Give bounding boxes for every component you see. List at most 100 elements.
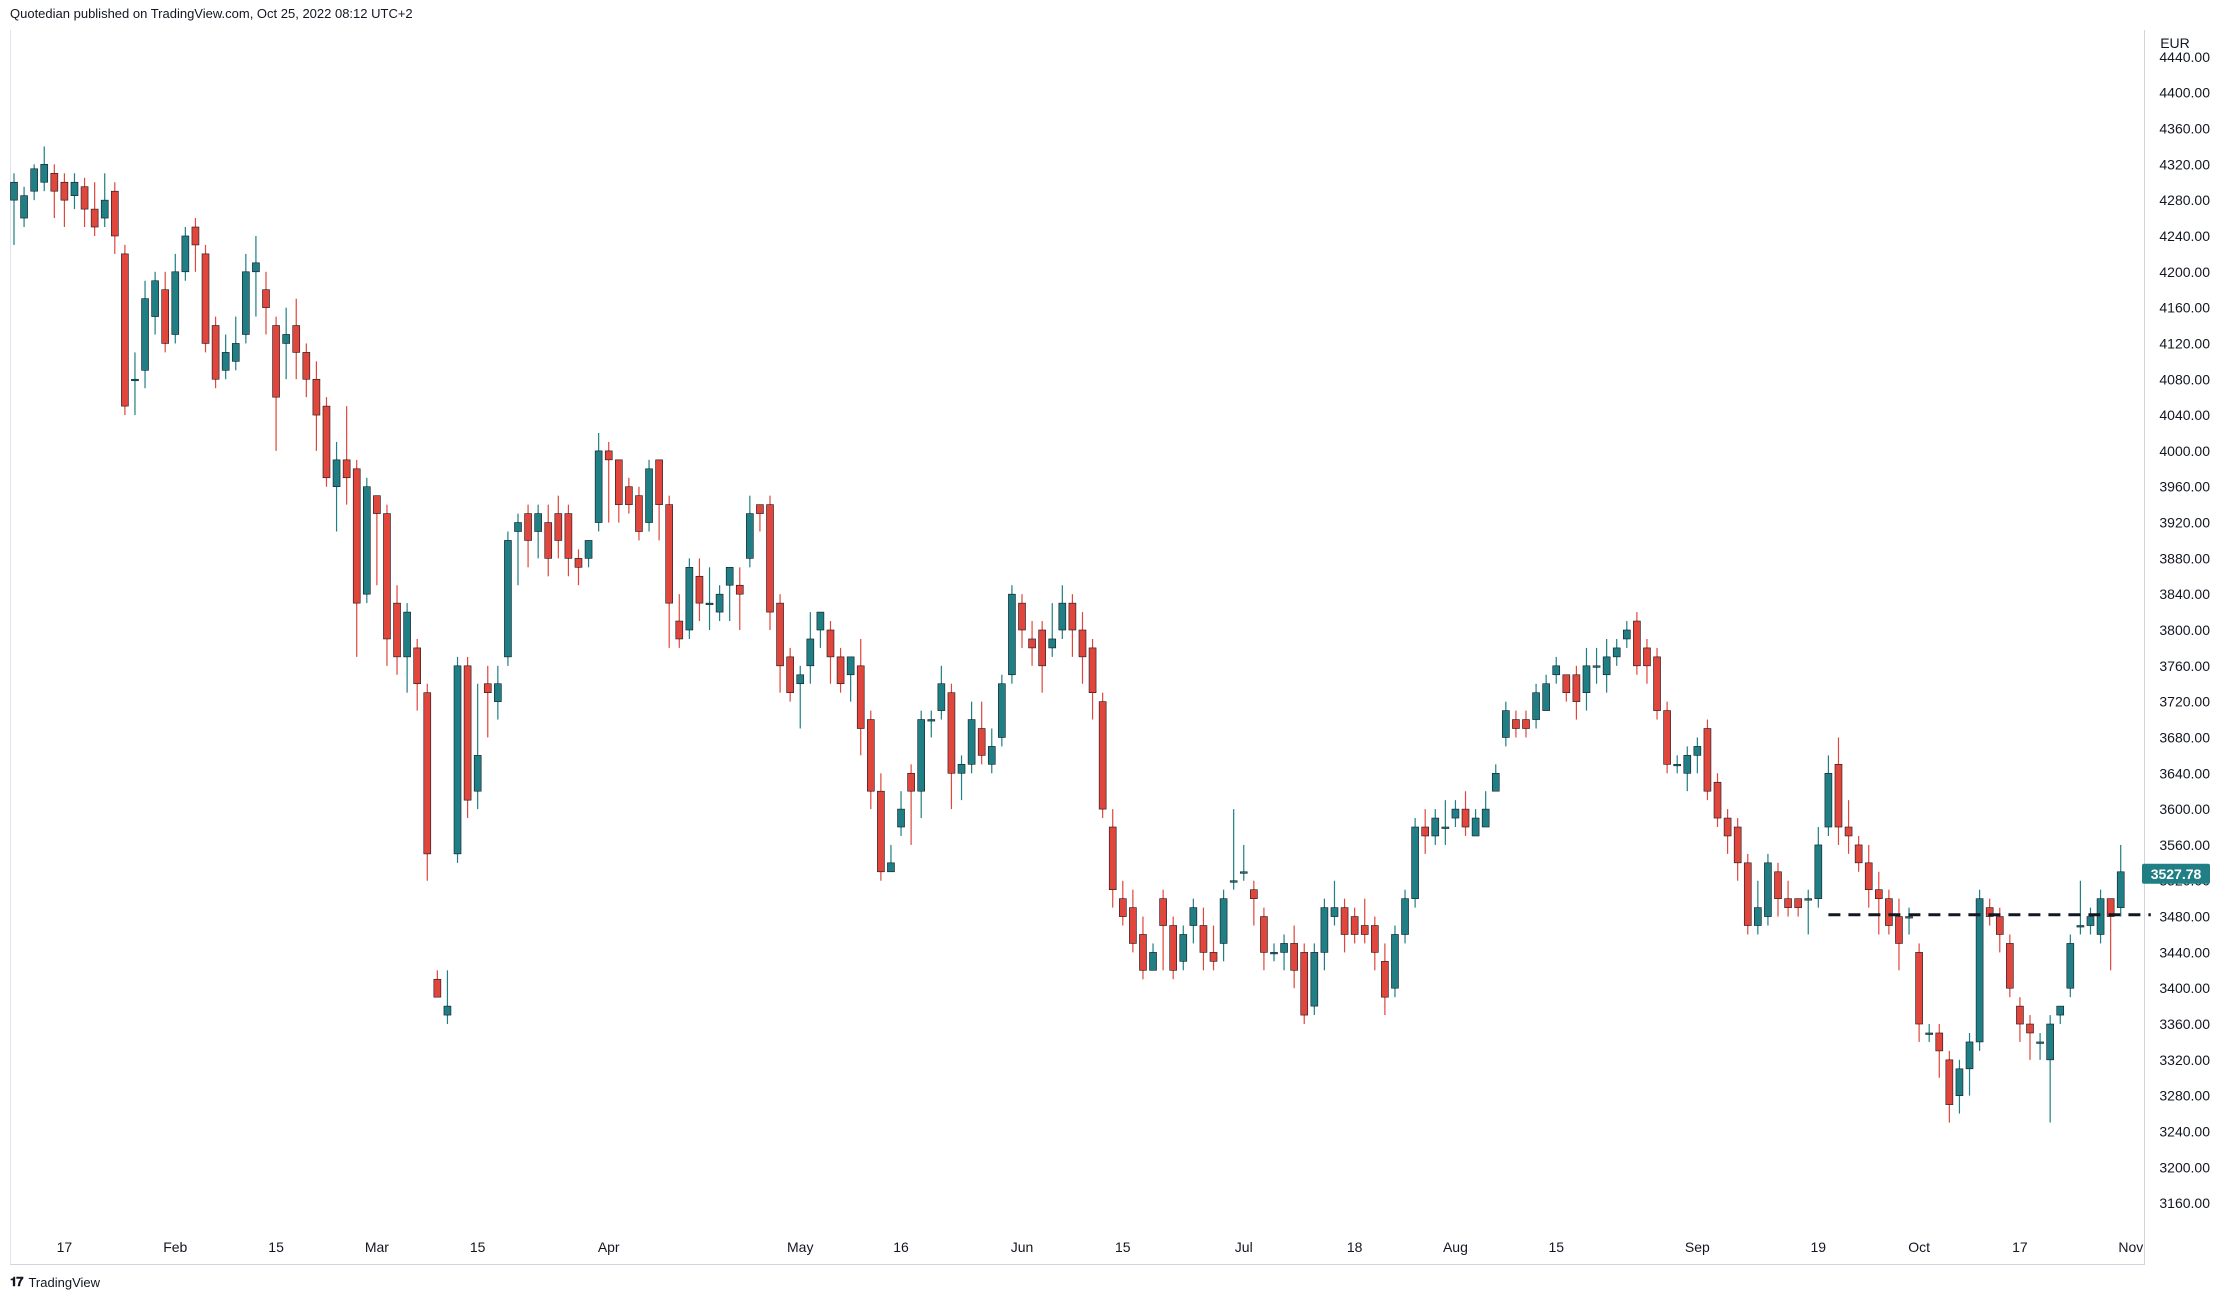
- candle-body: [1078, 629, 1087, 658]
- price-tick-label: 4160.00: [2159, 300, 2210, 316]
- candle-body: [746, 513, 754, 559]
- candle-body: [987, 746, 996, 765]
- candle: [1844, 800, 1853, 854]
- candle: [746, 495, 754, 568]
- candle-body: [1491, 772, 1500, 792]
- candle: [695, 558, 704, 622]
- candle: [70, 173, 79, 210]
- candle: [111, 182, 119, 254]
- candle: [645, 459, 653, 532]
- candle: [1129, 889, 1137, 953]
- candle-body: [1108, 826, 1117, 891]
- candle: [1572, 665, 1581, 720]
- time-tick-label: 17: [57, 1239, 73, 1255]
- candle: [1885, 889, 1893, 935]
- candle-body: [1411, 826, 1419, 899]
- candle-body: [1320, 907, 1329, 953]
- price-tick-label: 3400.00: [2159, 980, 2210, 996]
- candle: [1975, 889, 1984, 1051]
- candle: [201, 244, 210, 353]
- time-tick-label: 18: [1347, 1239, 1363, 1255]
- candle-body: [483, 683, 492, 693]
- candle-body: [352, 468, 361, 604]
- candle-body: [1270, 952, 1278, 955]
- candle-body: [282, 334, 290, 344]
- candle-body: [866, 719, 875, 792]
- price-tick-label: 3360.00: [2159, 1016, 2210, 1032]
- candle: [1743, 853, 1752, 935]
- candle: [1925, 1024, 1933, 1042]
- candle-body: [645, 468, 653, 523]
- candle-body: [1371, 925, 1379, 953]
- candle: [1290, 925, 1298, 989]
- candle: [1391, 925, 1399, 998]
- tradingview-brand[interactable]: 𝟏𝟕 TradingView: [10, 1274, 100, 1290]
- candle: [141, 280, 149, 389]
- candle: [1864, 844, 1873, 908]
- price-tick-label: 4200.00: [2159, 264, 2210, 280]
- candle-body: [756, 504, 764, 514]
- candle: [433, 970, 442, 998]
- time-tick-label: May: [787, 1239, 813, 1255]
- candle: [1078, 612, 1087, 684]
- candle: [322, 397, 331, 487]
- candle-body: [1250, 889, 1258, 899]
- candle: [1552, 656, 1561, 684]
- candle-body: [1844, 826, 1853, 837]
- candle-body: [191, 226, 200, 246]
- candle-body: [1743, 862, 1752, 926]
- candle: [1804, 889, 1813, 935]
- candle-body: [675, 620, 684, 640]
- price-tick-label: 4280.00: [2159, 192, 2210, 208]
- candle: [1149, 943, 1157, 971]
- candle-body: [977, 728, 986, 756]
- candle: [1119, 880, 1127, 926]
- candle-body: [373, 495, 381, 514]
- candle-body: [40, 164, 49, 183]
- candle-body: [262, 289, 270, 308]
- price-tick-label: 4040.00: [2159, 407, 2210, 423]
- candle: [1542, 674, 1550, 711]
- candle: [272, 316, 280, 451]
- candle: [1562, 674, 1571, 702]
- candle: [2016, 997, 2024, 1042]
- candle-body: [796, 674, 805, 685]
- candle: [957, 755, 966, 801]
- candle-body: [1532, 692, 1540, 720]
- candle-body: [151, 280, 159, 317]
- candle: [816, 611, 825, 648]
- candle-body: [1260, 916, 1268, 953]
- candle-body: [2096, 898, 2105, 935]
- candle-body: [1723, 817, 1732, 837]
- candle: [2026, 1015, 2034, 1060]
- candle-body: [181, 235, 190, 273]
- candle: [1381, 943, 1389, 1016]
- candle: [443, 970, 452, 1025]
- candle-body: [604, 450, 613, 461]
- candle-body: [2066, 943, 2075, 989]
- candle: [2116, 844, 2125, 917]
- candle-body: [1381, 961, 1389, 998]
- candle: [282, 307, 290, 380]
- candle-body: [514, 522, 522, 532]
- candle-body: [1915, 952, 1923, 1025]
- candle-body: [201, 253, 210, 344]
- price-tick-label: 3200.00: [2159, 1159, 2210, 1175]
- candle: [1794, 898, 1802, 917]
- candle: [1088, 638, 1097, 720]
- candle-body: [1199, 925, 1208, 953]
- candle-body: [877, 790, 885, 873]
- overlays-layer: 3527.78: [1828, 863, 2210, 917]
- price-tick-label: 3720.00: [2159, 694, 2210, 710]
- candle: [524, 504, 532, 568]
- candle-body: [917, 719, 926, 792]
- candle-body: [1612, 647, 1621, 658]
- price-tick-label: 3320.00: [2159, 1052, 2210, 1068]
- candle: [231, 316, 240, 371]
- candle: [221, 334, 230, 380]
- candle: [625, 477, 633, 514]
- candle: [1784, 880, 1792, 917]
- candle: [887, 844, 895, 873]
- candle-body: [1975, 898, 1984, 1043]
